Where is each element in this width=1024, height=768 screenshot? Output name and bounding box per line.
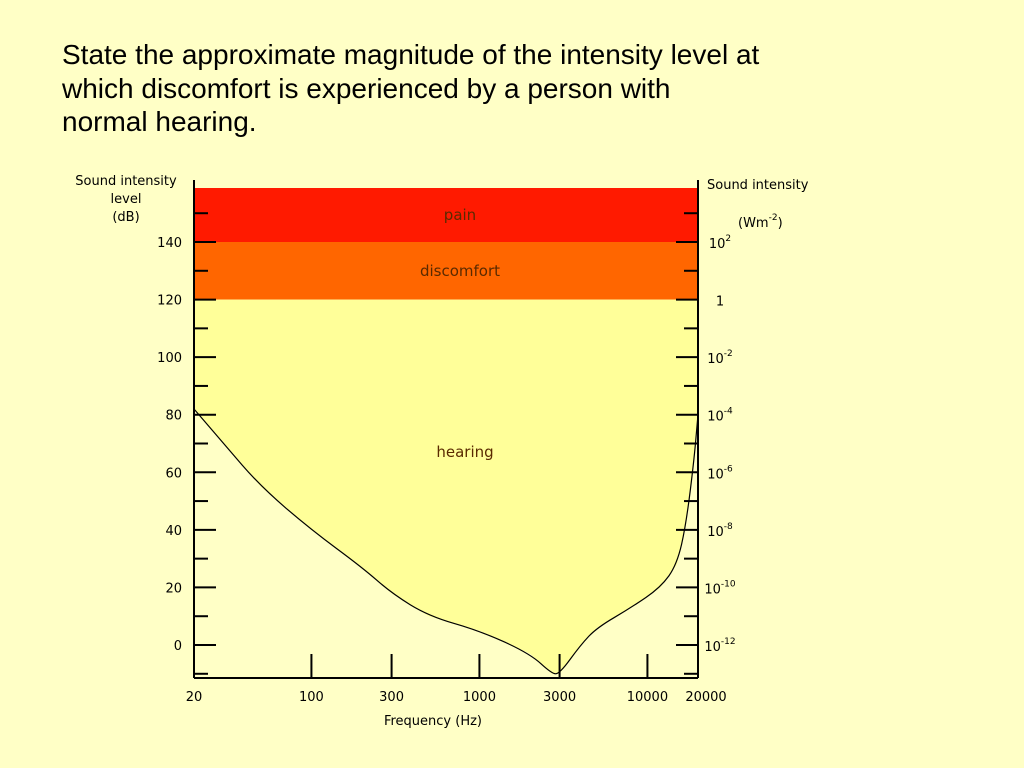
right-axis-tick-label: 10-4 bbox=[707, 407, 733, 425]
x-axis-tick-label: 20000 bbox=[685, 690, 726, 705]
left-axis-tick-label: 20 bbox=[165, 581, 182, 596]
band-label-pain: pain bbox=[444, 206, 476, 224]
right-axis-tick-label: 10-2 bbox=[707, 349, 733, 367]
right-axis-title: Sound intensity bbox=[707, 178, 809, 193]
x-axis-tick-label: 300 bbox=[379, 690, 404, 705]
x-axis-tick-label: 10000 bbox=[627, 690, 668, 705]
x-axis-tick-label: 100 bbox=[299, 690, 324, 705]
left-axis-title-line: level bbox=[111, 192, 142, 207]
x-axis-title: Frequency (Hz) bbox=[384, 714, 482, 729]
x-axis-tick-label: 1000 bbox=[463, 690, 496, 705]
left-axis-tick-label: 100 bbox=[157, 351, 182, 366]
band-label-hearing: hearing bbox=[436, 443, 493, 461]
band-hearing bbox=[194, 299, 698, 674]
left-axis-title-line: (dB) bbox=[112, 210, 139, 225]
left-axis-tick-label: 140 bbox=[157, 236, 182, 251]
band-pain bbox=[194, 188, 698, 242]
left-axis-tick-label: 0 bbox=[174, 639, 182, 654]
left-axis-tick-label: 40 bbox=[165, 524, 182, 539]
question-line-1: State the approximate magnitude of the i… bbox=[62, 39, 760, 70]
x-axis-tick-label: 3000 bbox=[543, 690, 576, 705]
question-line-2: which discomfort is experienced by a per… bbox=[62, 72, 671, 104]
band-label-discomfort: discomfort bbox=[420, 262, 500, 280]
right-axis-tick-label: 10-8 bbox=[707, 522, 733, 540]
right-axis-unit: (Wm-2) bbox=[738, 213, 783, 231]
left-axis-tick-label: 80 bbox=[165, 409, 182, 424]
left-axis-title-line: Sound intensity bbox=[75, 174, 177, 189]
right-axis-tick-label: 102 bbox=[709, 234, 731, 252]
left-axis-tick-label: 120 bbox=[157, 294, 182, 309]
right-axis-tick-label: 10-12 bbox=[704, 637, 735, 655]
band-discomfort bbox=[194, 242, 698, 300]
right-axis-tick-label: 10-10 bbox=[704, 579, 736, 597]
x-axis-tick-label: 20 bbox=[186, 690, 203, 705]
question-text: State the approximate magnitude of the i… bbox=[62, 38, 962, 139]
right-axis-tick-label: 10-6 bbox=[707, 464, 733, 482]
right-axis-tick-label: 1 bbox=[716, 295, 724, 310]
question-line-3: normal hearing. bbox=[62, 106, 257, 138]
left-axis-tick-label: 60 bbox=[165, 466, 182, 481]
threshold-curve bbox=[193, 408, 699, 675]
